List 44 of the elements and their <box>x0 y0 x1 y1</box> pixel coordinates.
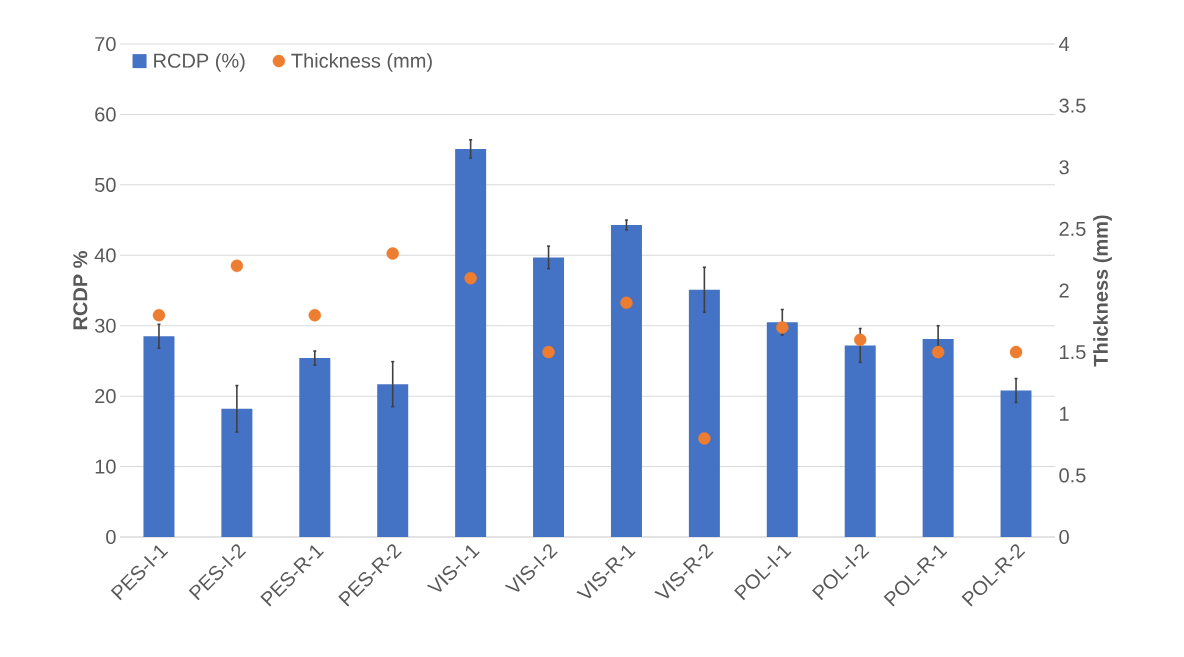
bar <box>922 339 954 537</box>
y2-tick-label: 0.5 <box>1059 468 1086 483</box>
point <box>308 308 321 322</box>
y2-tick-label: 1 <box>1060 406 1069 421</box>
bar <box>610 225 642 537</box>
y-tick-label: 50 <box>95 177 116 192</box>
bar <box>688 289 720 537</box>
y-tick-label: 40 <box>94 248 116 263</box>
point <box>542 345 555 359</box>
legend-label: RCDP (%) <box>154 53 245 72</box>
bar <box>221 408 253 537</box>
point <box>1009 345 1023 359</box>
bar <box>533 257 565 537</box>
y2-tick-label: 3 <box>1059 160 1069 175</box>
y2-axis-title: Thickness (mm) <box>1093 215 1112 367</box>
bar <box>844 345 876 537</box>
y2-tick-label: 3.5 <box>1059 98 1086 113</box>
bar <box>377 384 409 537</box>
y-tick-label: 70 <box>95 36 116 52</box>
y2-tick-label: 2 <box>1059 283 1069 298</box>
y-tick-label: 0 <box>106 529 116 545</box>
y-tick-label: 60 <box>95 107 116 122</box>
point <box>698 432 711 445</box>
bar <box>1000 390 1032 537</box>
point <box>230 259 244 273</box>
y2-tick-label: 0 <box>1059 529 1069 545</box>
bar <box>455 148 487 537</box>
point <box>386 247 399 260</box>
point <box>620 296 633 310</box>
bar <box>299 358 331 537</box>
point <box>464 271 477 285</box>
point <box>152 308 166 322</box>
y-tick-label: 20 <box>95 389 116 404</box>
bar <box>766 322 798 537</box>
y-tick-label: 10 <box>95 459 116 474</box>
bar <box>143 336 175 537</box>
y2-tick-label: 2.5 <box>1059 221 1086 236</box>
point <box>931 345 945 359</box>
legend-label: Thickness (mm) <box>291 53 432 72</box>
y-tick-label: 30 <box>94 318 116 333</box>
y-axis-title: RCDP % <box>73 251 88 330</box>
point <box>854 333 867 346</box>
y2-tick-label: 4 <box>1059 37 1070 51</box>
y2-tick-label: 1.5 <box>1060 345 1086 360</box>
